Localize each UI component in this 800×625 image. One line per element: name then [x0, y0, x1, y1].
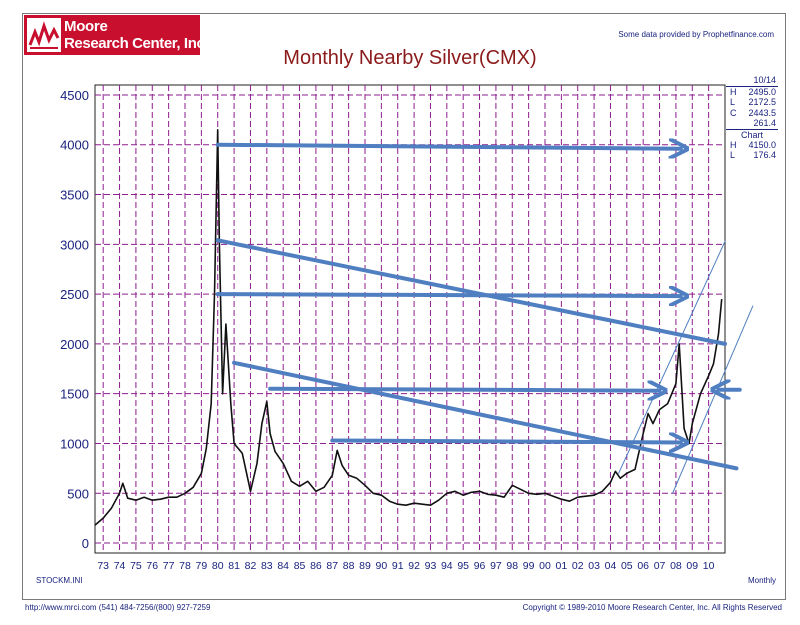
x-tick-label: 96 — [474, 560, 486, 572]
x-tick-label: 99 — [523, 560, 535, 572]
x-tick-label: 76 — [146, 560, 158, 572]
chart-range-key: H — [730, 140, 737, 151]
x-tick-label: 75 — [130, 560, 142, 572]
price-summary-panel: 10/14 H 2495.0 L 2172.5 C 2443.5 261.4 C… — [726, 75, 778, 161]
summary-row: H 2495.0 — [726, 87, 778, 97]
x-tick-label: 04 — [605, 560, 617, 572]
x-tick-label: 83 — [261, 560, 273, 572]
logo-text-line1: Moore — [64, 18, 108, 35]
x-tick-label: 07 — [654, 560, 666, 572]
summary-value: 261.4 — [753, 117, 776, 128]
y-tick-label: 3000 — [60, 237, 89, 252]
chart-range-row: H 4150.0 — [726, 140, 778, 150]
summary-value: 2172.5 — [748, 97, 776, 108]
channel-line — [672, 305, 754, 494]
x-tick-label: 80 — [212, 560, 224, 572]
copyright-footer: Copyright © 1989-2010 Moore Research Cen… — [522, 603, 782, 612]
x-tick-label: 05 — [621, 560, 633, 572]
y-tick-label: 0 — [82, 536, 89, 551]
trend-line — [232, 360, 739, 471]
y-tick-label: 1500 — [60, 387, 89, 402]
x-tick-label: 94 — [441, 560, 453, 572]
x-tick-label: 08 — [670, 560, 682, 572]
x-tick-label: 09 — [686, 560, 698, 572]
channel-line — [618, 240, 726, 474]
x-tick-label: 02 — [572, 560, 584, 572]
summary-key: L — [730, 97, 736, 108]
x-tick-label: 89 — [359, 560, 371, 572]
summary-key: H — [730, 87, 737, 98]
x-tick-label: 78 — [179, 560, 191, 572]
y-tick-label: 3500 — [60, 188, 89, 203]
summary-value: 2443.5 — [748, 107, 776, 118]
summary-row: C 2443.5 — [726, 108, 778, 118]
x-tick-label: 73 — [97, 560, 109, 572]
y-tick-label: 2000 — [60, 337, 89, 352]
summary-value: 2495.0 — [748, 87, 776, 98]
y-tick-label: 4000 — [60, 138, 89, 153]
x-tick-label: 88 — [343, 560, 355, 572]
divider — [726, 86, 778, 88]
logo-chart-icon — [27, 18, 61, 52]
y-tick-label: 1000 — [60, 436, 89, 451]
x-tick-label: 81 — [228, 560, 240, 572]
x-tick-label: 93 — [425, 560, 437, 572]
chart-range-key: L — [730, 150, 736, 161]
chart-title: Monthly Nearby Silver(CMX) — [283, 47, 537, 69]
summary-row: 261.4 — [726, 118, 778, 128]
x-tick-label: 79 — [196, 560, 208, 572]
x-tick-label: 06 — [637, 560, 649, 572]
plot-area — [94, 84, 726, 554]
chart-range-value: 176.4 — [753, 150, 776, 161]
x-tick-label: 82 — [245, 560, 257, 572]
x-tick-label: 85 — [294, 560, 306, 572]
x-tick-label: 10 — [703, 560, 715, 572]
x-tick-label: 97 — [490, 560, 502, 572]
x-tick-label: 95 — [457, 560, 469, 572]
x-tick-label: 91 — [392, 560, 404, 572]
data-source-note: Some data provided by Prophetfinance.com — [618, 30, 774, 39]
x-tick-label: 90 — [376, 560, 388, 572]
x-tick-label: 98 — [506, 560, 518, 572]
period-label: 10/14 — [753, 75, 776, 85]
chart-range-row: L 176.4 — [726, 150, 778, 160]
x-tick-label: 87 — [326, 560, 338, 572]
timeframe-label: Monthly — [747, 576, 776, 585]
summary-key: C — [730, 107, 737, 118]
contact-footer: http://www.mrci.com (541) 484-7256/(800)… — [25, 603, 211, 612]
x-tick-label: 03 — [588, 560, 600, 572]
annotation-arrow — [268, 389, 659, 391]
trend-line — [215, 238, 727, 346]
summary-row: L 2172.5 — [726, 97, 778, 107]
chart-range-value: 4150.0 — [748, 140, 776, 151]
chart-range-label: Chart — [740, 129, 763, 140]
x-tick-label: 74 — [114, 560, 126, 572]
y-tick-label: 500 — [67, 486, 89, 501]
y-tick-label: 4500 — [60, 88, 89, 103]
x-tick-label: 77 — [163, 560, 175, 572]
brand-logo[interactable]: Moore Research Center, Inc. — [24, 15, 209, 55]
x-tick-label: 92 — [408, 560, 420, 572]
divider — [726, 128, 778, 130]
logo-text-line2: Research Center, Inc. — [64, 35, 209, 52]
annotation-arrow — [215, 294, 681, 296]
x-tick-label: 00 — [539, 560, 551, 572]
x-tick-label: 84 — [277, 560, 289, 572]
y-tick-label: 2500 — [60, 287, 89, 302]
price-line — [94, 129, 723, 526]
annotation-arrow — [330, 440, 681, 442]
annotation-arrow — [215, 145, 681, 149]
settings-file-label: STOCKM.INI — [36, 576, 83, 585]
x-tick-label: 86 — [310, 560, 322, 572]
x-tick-label: 01 — [556, 560, 568, 572]
